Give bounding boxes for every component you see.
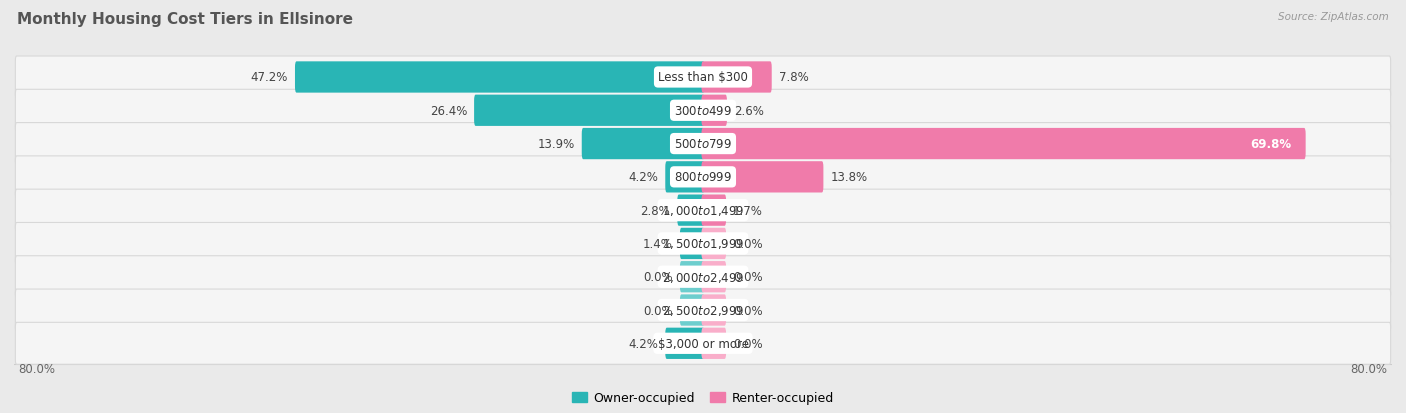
Text: 4.2%: 4.2% xyxy=(628,171,658,184)
Text: 47.2%: 47.2% xyxy=(250,71,288,84)
Text: 1.4%: 1.4% xyxy=(643,237,673,250)
Text: 0.0%: 0.0% xyxy=(643,271,673,284)
FancyBboxPatch shape xyxy=(295,62,704,93)
FancyBboxPatch shape xyxy=(681,228,704,259)
FancyBboxPatch shape xyxy=(702,294,725,326)
Text: $1,000 to $1,499: $1,000 to $1,499 xyxy=(662,204,744,218)
Text: 13.9%: 13.9% xyxy=(537,138,575,151)
Text: 69.8%: 69.8% xyxy=(1250,138,1291,151)
FancyBboxPatch shape xyxy=(15,90,1391,132)
FancyBboxPatch shape xyxy=(665,162,704,193)
Text: 7.8%: 7.8% xyxy=(779,71,808,84)
FancyBboxPatch shape xyxy=(15,223,1391,265)
FancyBboxPatch shape xyxy=(15,323,1391,364)
Text: 0.0%: 0.0% xyxy=(643,304,673,317)
FancyBboxPatch shape xyxy=(681,261,704,293)
FancyBboxPatch shape xyxy=(15,57,1391,99)
FancyBboxPatch shape xyxy=(702,261,725,293)
Text: $500 to $799: $500 to $799 xyxy=(673,138,733,151)
FancyBboxPatch shape xyxy=(702,95,727,127)
Text: 0.0%: 0.0% xyxy=(733,237,763,250)
Text: Less than $300: Less than $300 xyxy=(658,71,748,84)
Text: $800 to $999: $800 to $999 xyxy=(673,171,733,184)
Text: 4.2%: 4.2% xyxy=(628,337,658,350)
Text: $2,000 to $2,499: $2,000 to $2,499 xyxy=(662,270,744,284)
FancyBboxPatch shape xyxy=(15,157,1391,198)
Legend: Owner-occupied, Renter-occupied: Owner-occupied, Renter-occupied xyxy=(572,391,834,404)
Text: $2,500 to $2,999: $2,500 to $2,999 xyxy=(662,303,744,317)
Text: $300 to $499: $300 to $499 xyxy=(673,104,733,117)
FancyBboxPatch shape xyxy=(702,328,725,359)
FancyBboxPatch shape xyxy=(681,294,704,326)
FancyBboxPatch shape xyxy=(678,195,704,226)
Text: $3,000 or more: $3,000 or more xyxy=(658,337,748,350)
FancyBboxPatch shape xyxy=(15,256,1391,298)
FancyBboxPatch shape xyxy=(15,190,1391,232)
FancyBboxPatch shape xyxy=(702,128,1306,160)
Text: 0.0%: 0.0% xyxy=(733,337,763,350)
Text: 80.0%: 80.0% xyxy=(18,362,55,375)
FancyBboxPatch shape xyxy=(702,195,725,226)
FancyBboxPatch shape xyxy=(702,228,725,259)
FancyBboxPatch shape xyxy=(15,123,1391,165)
Text: 80.0%: 80.0% xyxy=(1351,362,1388,375)
FancyBboxPatch shape xyxy=(702,162,824,193)
Text: 26.4%: 26.4% xyxy=(430,104,467,117)
Text: 0.0%: 0.0% xyxy=(733,304,763,317)
FancyBboxPatch shape xyxy=(474,95,704,127)
Text: $1,500 to $1,999: $1,500 to $1,999 xyxy=(662,237,744,251)
Text: 0.0%: 0.0% xyxy=(733,271,763,284)
Text: 1.7%: 1.7% xyxy=(733,204,763,217)
Text: Source: ZipAtlas.com: Source: ZipAtlas.com xyxy=(1278,12,1389,22)
Text: 2.8%: 2.8% xyxy=(641,204,671,217)
Text: Monthly Housing Cost Tiers in Ellsinore: Monthly Housing Cost Tiers in Ellsinore xyxy=(17,12,353,27)
FancyBboxPatch shape xyxy=(15,290,1391,331)
Text: 13.8%: 13.8% xyxy=(831,171,868,184)
Text: 2.6%: 2.6% xyxy=(734,104,763,117)
FancyBboxPatch shape xyxy=(582,128,704,160)
FancyBboxPatch shape xyxy=(702,62,772,93)
FancyBboxPatch shape xyxy=(665,328,704,359)
